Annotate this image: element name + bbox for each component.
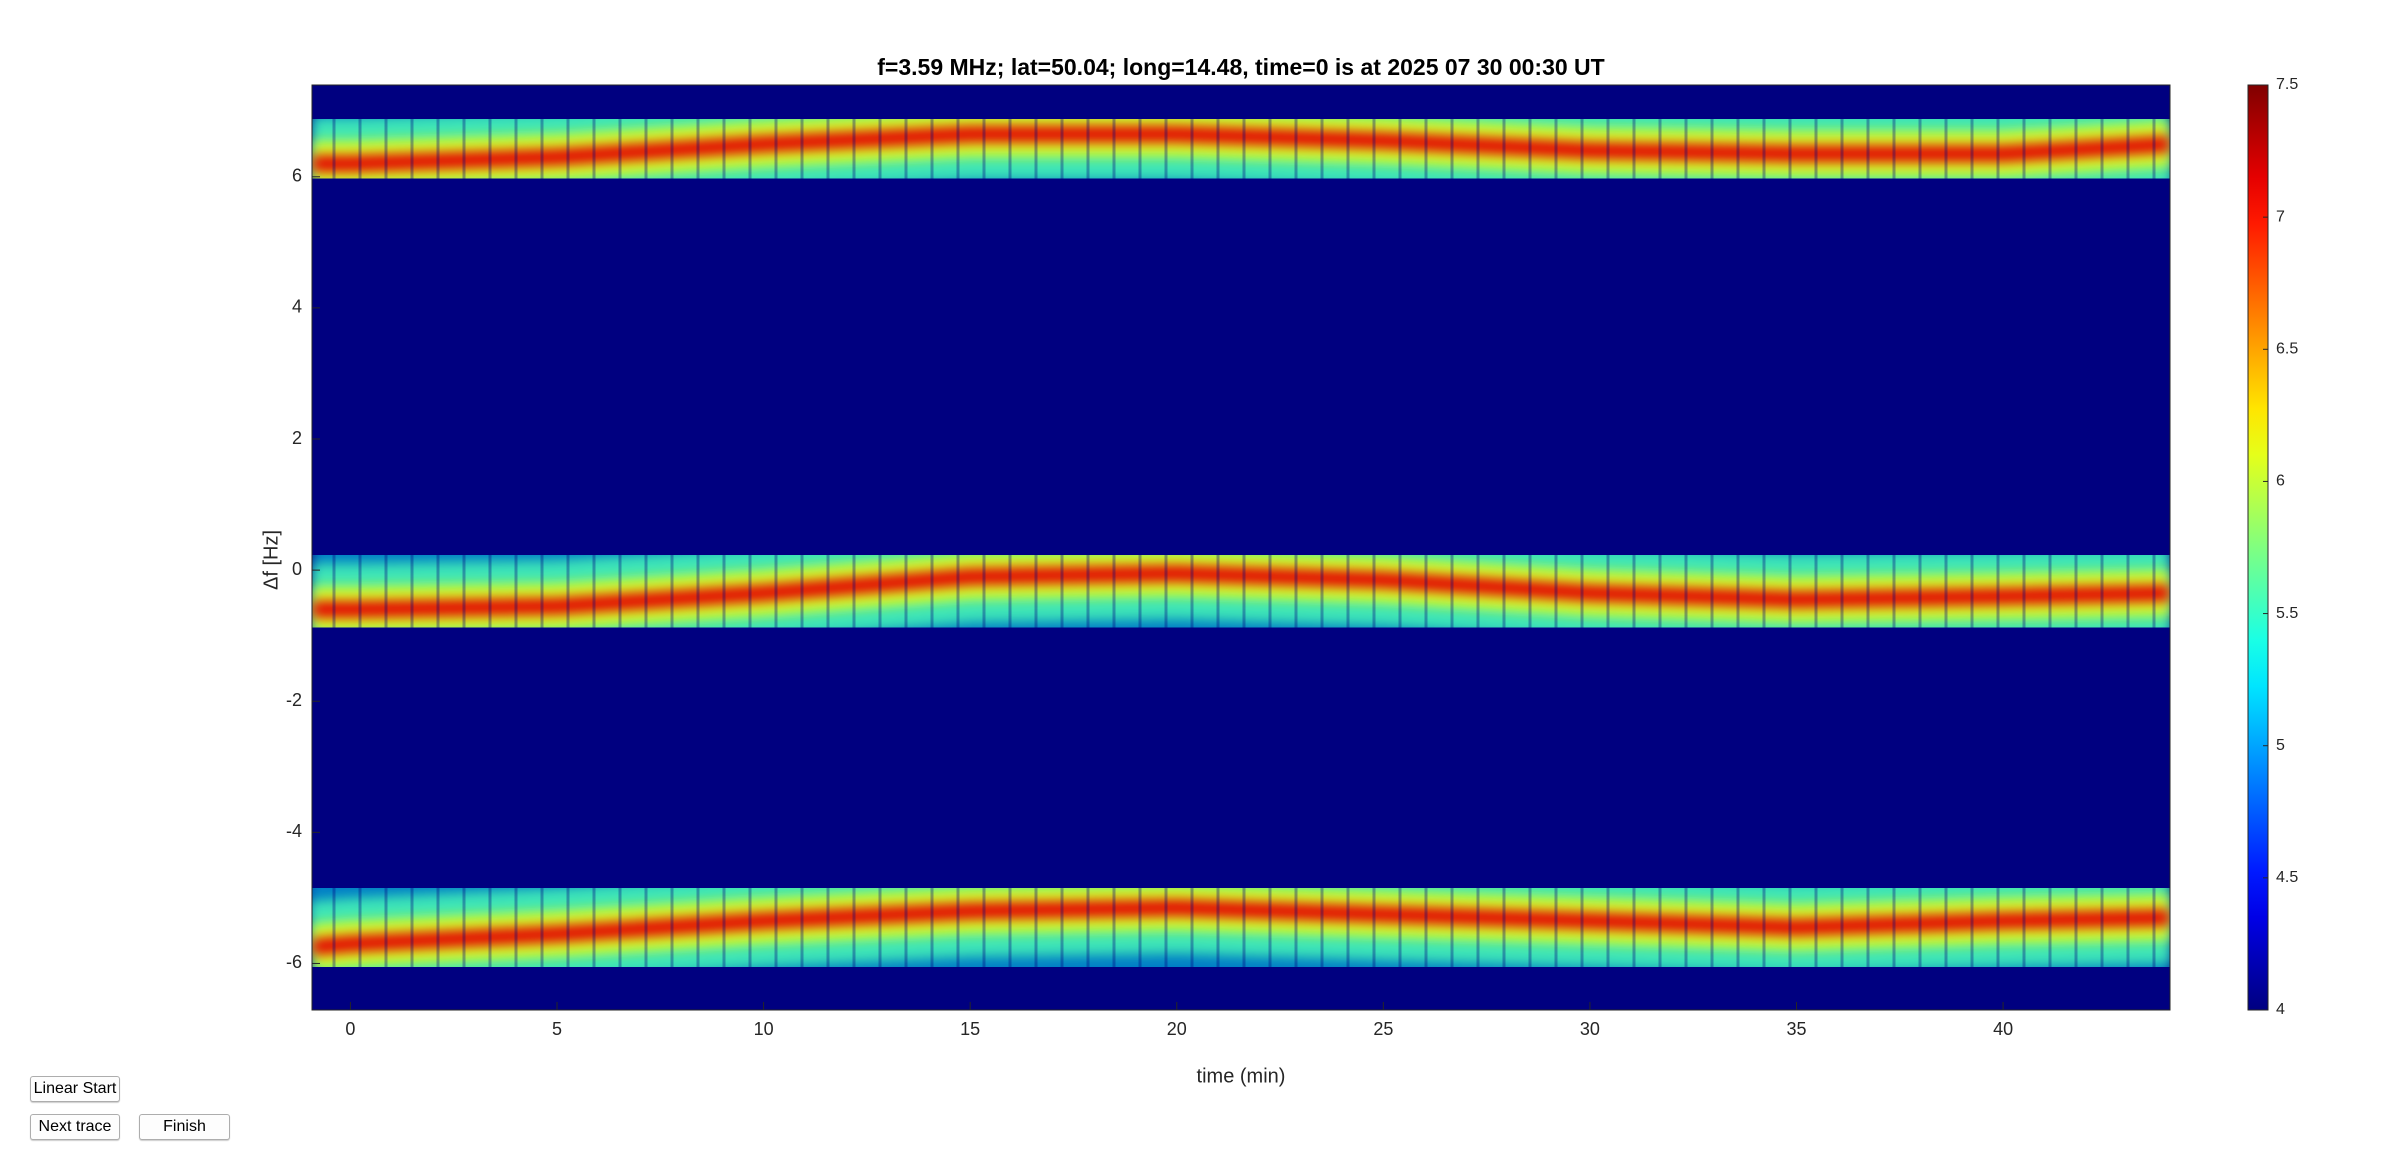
x-tick-label: 40 <box>1993 1019 2013 1039</box>
y-tick-label: 4 <box>292 297 302 317</box>
ridge-band <box>312 899 2170 956</box>
colorbar-tick-label: 5.5 <box>2276 605 2298 622</box>
band-layer <box>312 85 2170 1010</box>
colorbar-tick-label: 4 <box>2276 1001 2285 1018</box>
next-trace-button[interactable]: Next trace <box>30 1114 120 1140</box>
colorbar-tick-label: 6.5 <box>2276 341 2298 358</box>
y-tick-label: -2 <box>286 690 302 710</box>
ridge-band <box>312 125 2170 172</box>
colorbar-tick-label: 6 <box>2276 473 2285 490</box>
colorbar-tick-label: 4.5 <box>2276 869 2298 886</box>
x-tick-label: 10 <box>754 1019 774 1039</box>
chart-title: f=3.59 MHz; lat=50.04; long=14.48, time=… <box>877 54 1604 80</box>
y-tick-label: 0 <box>292 559 302 579</box>
x-tick-label: 30 <box>1580 1019 1600 1039</box>
plot-frame <box>311 84 2171 1011</box>
x-axis-label: time (min) <box>1197 1065 1286 1087</box>
x-tick-label: 5 <box>552 1019 562 1039</box>
x-tick-label: 35 <box>1786 1019 1806 1039</box>
y-tick-label: 6 <box>292 166 302 186</box>
finish-button[interactable]: Finish <box>139 1114 230 1140</box>
y-tick-label: -6 <box>286 952 302 972</box>
x-tick-label: 20 <box>1167 1019 1187 1039</box>
x-tick-label: 15 <box>960 1019 980 1039</box>
linear-start-button[interactable]: Linear Start <box>30 1076 120 1102</box>
colorbar-tick-label: 7.5 <box>2276 76 2298 93</box>
y-axis-label: Δf [Hz] <box>260 530 282 590</box>
colorbar <box>2247 84 2269 1011</box>
colorbar-tick-label: 5 <box>2276 737 2285 754</box>
x-tick-label: 25 <box>1373 1019 1393 1039</box>
x-tick-label: 0 <box>345 1019 355 1039</box>
y-tick-label: -4 <box>286 821 302 841</box>
ridge-band <box>312 565 2170 618</box>
colorbar-tick-label: 7 <box>2276 208 2285 225</box>
y-tick-label: 2 <box>292 428 302 448</box>
